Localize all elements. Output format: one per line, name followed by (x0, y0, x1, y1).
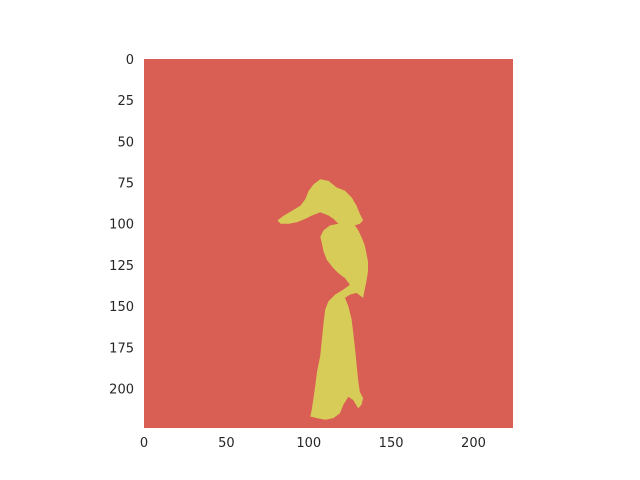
x-tick-label: 150 (379, 436, 404, 451)
y-tick-label: 0 (126, 53, 134, 68)
x-tick-label: 50 (218, 436, 235, 451)
y-tick-label: 125 (109, 259, 134, 274)
y-tick-label: 175 (109, 341, 134, 356)
x-axis-ticks: 0 50 100 150 200 (140, 436, 486, 451)
x-tick-label: 0 (140, 436, 148, 451)
x-tick-label: 200 (461, 436, 486, 451)
y-tick-label: 150 (109, 300, 134, 315)
y-tick-label: 50 (117, 135, 134, 150)
y-tick-label: 100 (109, 218, 134, 233)
y-tick-label: 25 (117, 94, 134, 109)
y-tick-label: 200 (109, 382, 134, 397)
y-tick-label: 75 (117, 177, 134, 192)
y-axis-ticks: 0 25 50 75 100 125 150 175 200 (109, 53, 134, 397)
x-tick-label: 100 (296, 436, 321, 451)
mask-region (277, 179, 368, 420)
